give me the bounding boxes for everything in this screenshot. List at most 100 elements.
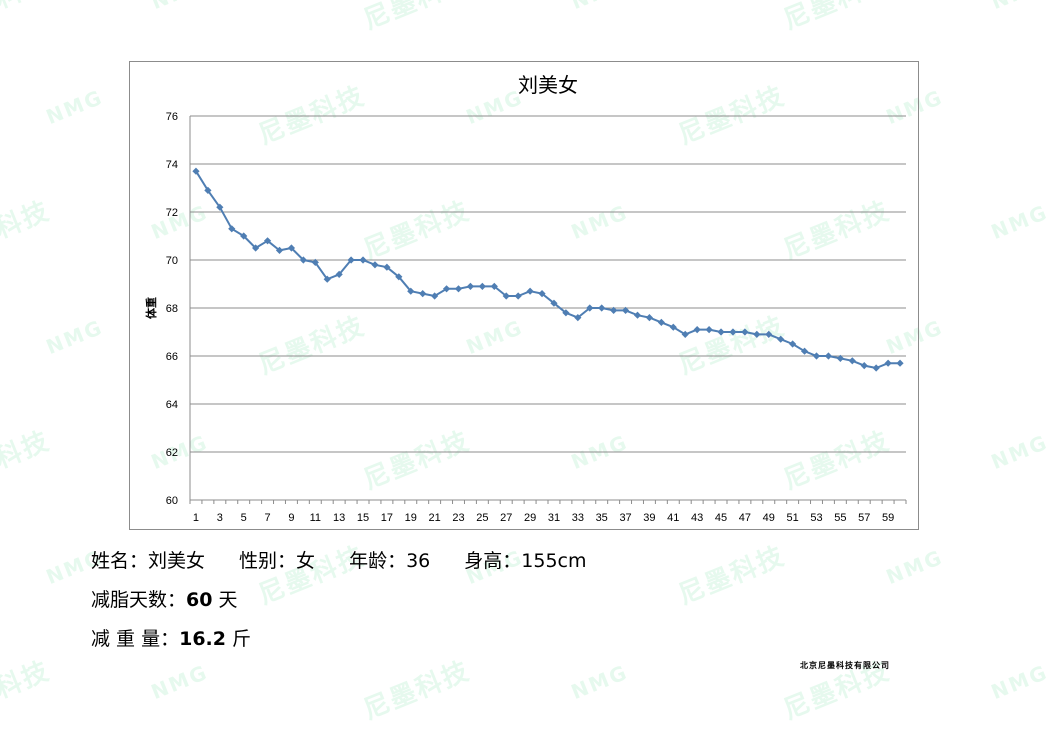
x-tick-label: 53 xyxy=(810,512,822,524)
x-tick-label: 33 xyxy=(572,512,584,524)
data-point xyxy=(299,256,307,264)
x-tick-label: 47 xyxy=(739,512,751,524)
days-label: 减脂天数： xyxy=(91,589,187,611)
chart-frame: 刘美女 60 62 64 66 68 70 72 74 76 1 3 5 7 9 11 13 15 17 19 21 23… xyxy=(129,61,919,530)
x-tick-label: 21 xyxy=(429,512,441,524)
data-point xyxy=(621,306,630,314)
x-tick-label: 1 xyxy=(193,512,199,524)
age-label: 年龄： xyxy=(349,550,407,572)
watermark: 尼墨科技 xyxy=(0,655,55,726)
data-point xyxy=(323,275,331,283)
y-tick-label: 74 xyxy=(166,159,178,171)
data-point xyxy=(753,330,761,338)
watermark: NMG xyxy=(148,0,212,14)
data-point xyxy=(633,311,642,319)
y-tick-label: 60 xyxy=(166,495,178,507)
data-point xyxy=(812,352,821,360)
data-point xyxy=(657,318,665,326)
days-unit: 天 xyxy=(218,589,238,611)
data-point xyxy=(263,237,272,245)
watermark: NMG xyxy=(988,0,1052,14)
watermark: 尼墨科技 xyxy=(674,540,790,611)
data-point xyxy=(526,287,534,295)
profile-row: 姓名：刘美女 性别：女 年龄：36 身高：155cm xyxy=(91,549,587,573)
data-point xyxy=(395,273,403,281)
x-tick-label: 51 xyxy=(787,512,799,524)
company-name: 北京尼墨科技有限公司 xyxy=(800,660,890,670)
data-point xyxy=(586,304,594,312)
x-tick-label: 39 xyxy=(643,512,655,524)
data-point xyxy=(228,225,236,233)
x-tick-label: 49 xyxy=(763,512,775,524)
watermark: 尼墨科技 xyxy=(779,0,895,36)
data-point xyxy=(645,314,654,322)
x-tick-label: 17 xyxy=(381,512,393,524)
watermark: 尼墨科技 xyxy=(359,0,475,36)
watermark: 尼墨科技 xyxy=(0,0,55,36)
loss-label: 减 重 量： xyxy=(91,628,180,650)
loss-value: 16.2 xyxy=(179,628,226,650)
data-point xyxy=(872,364,880,372)
data-point xyxy=(431,292,439,300)
data-point xyxy=(777,335,785,343)
y-tick-label: 72 xyxy=(166,207,178,219)
data-point xyxy=(705,326,713,334)
data-point xyxy=(240,232,248,240)
y-tick-label: 66 xyxy=(166,351,178,363)
x-tick-label: 3 xyxy=(217,512,223,524)
data-point xyxy=(574,314,582,322)
data-point xyxy=(383,263,391,271)
data-point xyxy=(884,359,892,367)
data-point xyxy=(824,352,833,360)
data-point xyxy=(693,326,701,334)
x-tick-label: 11 xyxy=(310,512,321,524)
x-tick-label: 23 xyxy=(452,512,464,524)
data-point xyxy=(502,292,510,300)
watermark: 尼墨科技 xyxy=(0,425,55,496)
x-tick-label: 25 xyxy=(476,512,488,524)
watermark: NMG xyxy=(987,659,1052,705)
data-point xyxy=(442,285,451,293)
series-line xyxy=(195,170,900,369)
data-point xyxy=(478,282,486,290)
y-axis-label: 体重 xyxy=(144,297,158,319)
watermark: 尼墨科技 xyxy=(254,540,370,611)
data-point xyxy=(741,328,749,336)
data-point xyxy=(204,186,212,194)
data-point xyxy=(371,261,379,269)
watermark: NMG xyxy=(987,199,1052,245)
data-point xyxy=(836,354,844,362)
data-point xyxy=(729,328,737,336)
x-tick-label: 7 xyxy=(265,512,271,524)
data-point xyxy=(598,304,606,312)
data-point xyxy=(800,347,809,355)
data-point xyxy=(514,292,522,300)
data-point xyxy=(216,203,224,211)
watermark: NMG xyxy=(42,314,107,360)
days-value: 60 xyxy=(186,589,213,611)
y-tick-label: 64 xyxy=(166,399,178,411)
x-tick-label: 37 xyxy=(619,512,631,524)
data-point xyxy=(466,282,475,290)
data-point xyxy=(347,256,355,264)
loss-row: 减 重 量：16.2 斤 xyxy=(91,627,251,651)
data-point xyxy=(860,362,868,370)
loss-unit: 斤 xyxy=(232,628,252,650)
y-tick-label: 76 xyxy=(166,111,178,123)
watermark: NMG xyxy=(567,659,632,705)
x-tick-label: 45 xyxy=(715,512,727,524)
x-tick-label: 59 xyxy=(882,512,894,524)
x-tick-label: 55 xyxy=(834,512,846,524)
watermark: 尼墨科技 xyxy=(359,655,475,726)
data-point xyxy=(717,328,725,336)
y-tick-label: 68 xyxy=(166,303,178,315)
x-tick-label: 13 xyxy=(333,512,345,524)
x-tick-label: 29 xyxy=(524,512,536,524)
data-point xyxy=(407,287,415,295)
data-point xyxy=(610,306,618,314)
watermark: NMG xyxy=(882,544,947,590)
data-point xyxy=(550,299,558,307)
x-tick-label: 43 xyxy=(691,512,703,524)
watermark: NMG xyxy=(987,429,1052,475)
